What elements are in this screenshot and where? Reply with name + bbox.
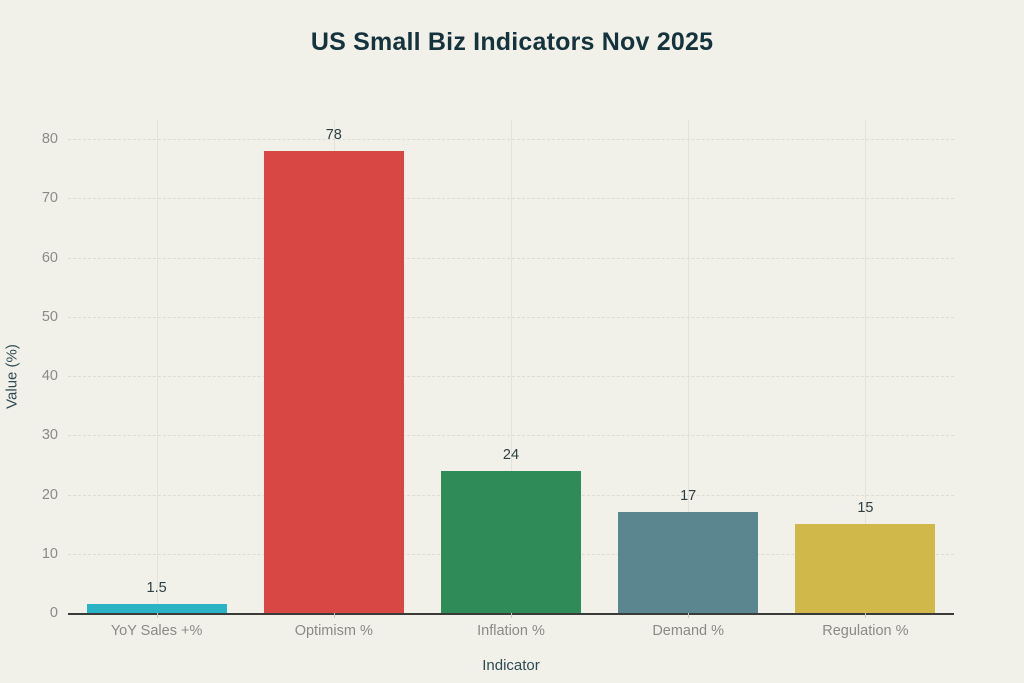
y-axis-title: Value (%) bbox=[3, 344, 21, 409]
y-tick-label: 60 bbox=[41, 249, 58, 266]
x-tick-mark bbox=[511, 613, 512, 618]
bar-value-label: 1.5 bbox=[146, 580, 167, 597]
plot-area: 0 10 20 30 40 50 60 70 80 1.5 YoY Sales +% 78 Optimi… bbox=[42, 120, 954, 639]
bar bbox=[263, 150, 404, 613]
bar bbox=[441, 470, 581, 613]
y-tick-label: 10 bbox=[41, 545, 58, 562]
bar-value-label: 17 bbox=[680, 488, 697, 505]
bar bbox=[618, 512, 759, 613]
vertical-gridline bbox=[511, 120, 512, 613]
y-tick-label: 0 bbox=[49, 605, 58, 621]
vertical-gridline bbox=[688, 120, 690, 613]
x-tick-mark bbox=[333, 613, 335, 618]
y-tick-label: 70 bbox=[41, 190, 58, 207]
x-tick-label: YoY Sales +% bbox=[110, 623, 203, 639]
horizontal-gridline bbox=[68, 376, 954, 377]
bar bbox=[795, 524, 936, 613]
horizontal-gridline bbox=[68, 316, 954, 318]
y-tick-label: 50 bbox=[41, 308, 58, 325]
horizontal-gridline bbox=[68, 139, 954, 140]
horizontal-gridline bbox=[68, 257, 954, 259]
x-tick-label: Demand % bbox=[652, 623, 725, 639]
chart-title: US Small Biz Indicators Nov 2025 bbox=[310, 28, 714, 56]
bar-value-label: 24 bbox=[502, 446, 520, 463]
x-tick-label: Inflation % bbox=[477, 623, 545, 639]
x-axis-title: Indicator bbox=[482, 657, 540, 674]
x-tick-label: Regulation % bbox=[822, 623, 909, 639]
x-tick-mark bbox=[688, 613, 690, 618]
x-tick-mark bbox=[156, 613, 158, 618]
vertical-gridline bbox=[156, 120, 158, 613]
horizontal-gridline bbox=[68, 435, 954, 437]
y-tick-label: 30 bbox=[41, 427, 58, 444]
horizontal-gridline bbox=[68, 198, 954, 200]
x-tick-mark bbox=[865, 613, 867, 618]
bar bbox=[86, 604, 227, 613]
x-tick-label: Optimism % bbox=[294, 623, 373, 639]
vertical-gridline bbox=[865, 120, 867, 613]
y-tick-label: 40 bbox=[41, 368, 58, 384]
bar-value-label: 78 bbox=[325, 126, 342, 143]
y-tick-label: 80 bbox=[41, 131, 58, 147]
bar-value-label: 15 bbox=[857, 500, 874, 517]
y-tick-label: 20 bbox=[41, 486, 58, 503]
